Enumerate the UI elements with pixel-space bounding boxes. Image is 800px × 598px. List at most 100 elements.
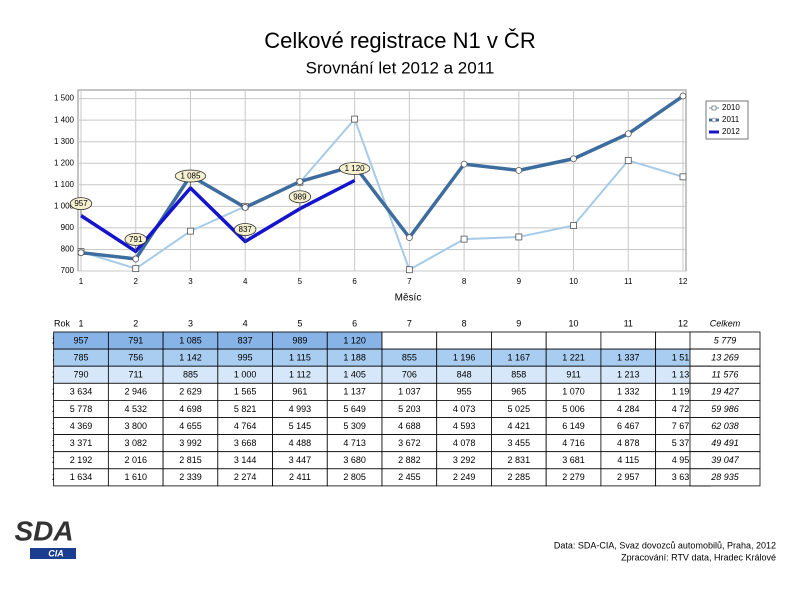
data-label: 837 bbox=[239, 225, 253, 234]
legend-marker bbox=[711, 117, 717, 123]
x-axis-label: Měsíc bbox=[395, 293, 422, 304]
table-cell-text: 911 bbox=[566, 370, 580, 380]
footer-source: Data: SDA-CIA, Svaz dovozců automobilů, … bbox=[554, 540, 776, 550]
table-cell-text: 2 957 bbox=[617, 472, 640, 482]
table-cell-text: 1 142 bbox=[179, 353, 202, 363]
logo-bar bbox=[30, 548, 76, 559]
table-cell-text: 756 bbox=[128, 353, 143, 363]
table-cell-text: 59 986 bbox=[711, 404, 739, 414]
y-tick-label: 1 400 bbox=[54, 115, 75, 124]
table-cell-text: 785 bbox=[73, 353, 88, 363]
x-tick-label: 4 bbox=[243, 277, 248, 286]
table-cell-text: 5 779 bbox=[714, 335, 737, 345]
legend-label: 2012 bbox=[722, 127, 740, 136]
table-cell-text: 3 082 bbox=[124, 438, 147, 448]
table-cell bbox=[381, 331, 438, 350]
table-cell-text: 1 405 bbox=[343, 370, 366, 380]
table-header: 5 bbox=[297, 318, 302, 328]
table-cell bbox=[600, 331, 657, 350]
table-cell-text: 2 016 bbox=[124, 455, 147, 465]
marker-circle bbox=[77, 249, 85, 257]
x-tick-label: 5 bbox=[298, 277, 303, 286]
table-header: 4 bbox=[243, 318, 248, 328]
table-cell-text: 2 629 bbox=[179, 387, 202, 397]
marker-circle bbox=[132, 255, 140, 263]
x-tick-label: 9 bbox=[517, 277, 522, 286]
table-cell-text: 1 085 bbox=[179, 335, 202, 345]
y-tick-label: 1 300 bbox=[54, 137, 75, 146]
table-cell-text: 1 188 bbox=[343, 353, 366, 363]
table-cell-text: 858 bbox=[511, 370, 526, 380]
table-cell-text: 995 bbox=[238, 353, 253, 363]
table-cell-text: 706 bbox=[402, 370, 417, 380]
table-cell-text: 3 371 bbox=[70, 438, 93, 448]
table-cell-text: 4 764 bbox=[234, 421, 257, 431]
plot-area bbox=[77, 89, 687, 272]
legend-label: 2010 bbox=[722, 103, 740, 112]
y-tick-label: 700 bbox=[61, 266, 75, 275]
table-cell-text: 989 bbox=[292, 335, 307, 345]
table-cell-text: 1 610 bbox=[124, 472, 147, 482]
marker-square bbox=[187, 227, 194, 235]
marker-square bbox=[405, 266, 413, 274]
y-tick-label: 1 500 bbox=[54, 94, 75, 103]
table-cell-text: 28 935 bbox=[710, 472, 740, 482]
y-tick-label: 1 100 bbox=[54, 180, 75, 189]
table-cell-text: 837 bbox=[238, 335, 253, 345]
table-cell-text: 4 284 bbox=[617, 404, 640, 414]
table-cell-text: 2 249 bbox=[453, 472, 476, 482]
x-tick-label: 6 bbox=[352, 277, 357, 286]
table-cell-text: 5 006 bbox=[562, 404, 585, 414]
table-cell-text: 3 672 bbox=[398, 438, 421, 448]
table-cell-text: 5 145 bbox=[289, 421, 312, 431]
table-cell-text: 2 946 bbox=[124, 387, 147, 397]
table-cell-text: 6 467 bbox=[617, 421, 640, 431]
table-cell-text: 1 332 bbox=[617, 387, 640, 397]
x-tick-label: 3 bbox=[188, 277, 193, 286]
x-tick-label: 1 bbox=[79, 277, 84, 286]
logo-sub: CIA bbox=[48, 548, 64, 558]
label-bubble bbox=[124, 232, 147, 246]
series-line bbox=[80, 94, 684, 261]
logo: SDA CIA bbox=[12, 515, 76, 559]
table-cell-text: 13 269 bbox=[711, 353, 739, 363]
table-cell-text: 1 115 bbox=[289, 353, 311, 363]
x-tick-label: 2 bbox=[134, 277, 139, 286]
marker-circle bbox=[296, 178, 304, 185]
table-cell-text: 961 bbox=[292, 387, 307, 397]
table-cell-text: 3 680 bbox=[343, 455, 366, 465]
legend-marker bbox=[711, 105, 717, 111]
table-cell-text: 4 724 bbox=[672, 404, 695, 414]
table-cell-text: 2 815 bbox=[179, 455, 202, 465]
marker-square bbox=[570, 222, 577, 229]
marker-square bbox=[679, 173, 687, 181]
marker-circle bbox=[624, 130, 632, 138]
table-cell-text: 1 037 bbox=[398, 387, 421, 397]
table-cell-text: 5 821 bbox=[234, 404, 257, 414]
table-cell-text: 5 025 bbox=[508, 404, 531, 414]
table-cell-text: 3 144 bbox=[234, 455, 257, 465]
table-cell-text: 1 167 bbox=[508, 353, 531, 363]
logo-box bbox=[12, 518, 76, 542]
y-tick-label: 800 bbox=[61, 245, 75, 254]
table-cell-text: 4 655 bbox=[179, 421, 202, 431]
table-cell-text: 19 427 bbox=[711, 387, 740, 397]
table-cell-text: 4 952 bbox=[672, 455, 695, 465]
table-cell bbox=[689, 468, 761, 487]
table-cell-text: 4 421 bbox=[508, 421, 531, 431]
table-cell-text: 4 713 bbox=[343, 438, 366, 448]
marker-circle bbox=[460, 160, 468, 168]
table-cell-text: 5 203 bbox=[398, 404, 421, 414]
table-cell-text: 885 bbox=[183, 370, 198, 380]
x-tick-label: 8 bbox=[462, 277, 467, 286]
table-cell bbox=[436, 331, 492, 350]
table-cell-text: 3 292 bbox=[453, 455, 476, 465]
table-cell-text: 1 196 bbox=[672, 387, 695, 397]
y-tick-label: 1 000 bbox=[54, 201, 75, 210]
table-cell-text: 5 649 bbox=[343, 404, 366, 414]
table-cell-text: 1 512 bbox=[672, 353, 695, 363]
table-cell-text: 3 992 bbox=[179, 438, 202, 448]
table-cell-text: 4 073 bbox=[453, 404, 476, 414]
table-cell-text: 3 681 bbox=[562, 455, 585, 465]
marker-circle bbox=[570, 155, 577, 163]
